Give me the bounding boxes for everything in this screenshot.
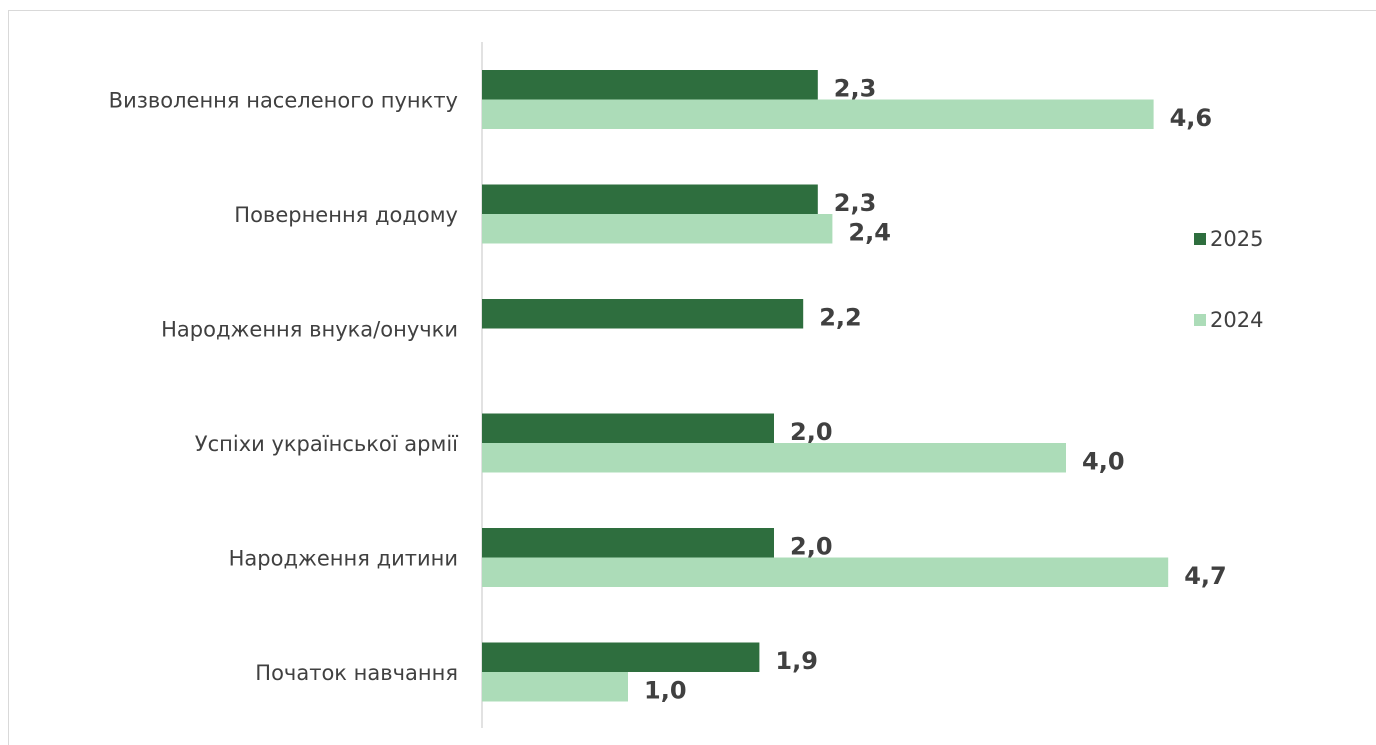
legend-swatch-2024 [1194,314,1206,326]
data-label: 2,3 [834,75,877,103]
legend-label: 2025 [1210,227,1263,251]
category-label: Початок навчання [255,661,458,685]
legend-swatch-2025 [1194,233,1206,245]
legend-label: 2024 [1210,308,1263,332]
data-label: 1,9 [775,647,818,675]
data-label: 2,3 [834,189,877,217]
bar-2024 [482,214,833,244]
data-label: 1,0 [644,677,687,705]
bar-2025 [482,642,760,672]
bar-2024 [482,672,628,702]
data-label: 2,0 [790,533,833,561]
bar-2024 [482,99,1154,129]
data-label: 4,6 [1170,104,1213,132]
bar-2024 [482,443,1066,473]
category-label: Народження дитини [229,547,458,571]
data-label: 2,0 [790,418,833,446]
bar-2025 [482,70,818,100]
category-label: Повернення додому [234,203,458,227]
data-label: 4,7 [1184,562,1227,590]
data-label: 2,2 [819,304,862,332]
bar-2025 [482,299,804,329]
bar-2025 [482,413,774,443]
bar-2025 [482,184,818,214]
category-label: Народження внука/онучки [161,318,458,342]
bar-2024 [482,557,1169,587]
bar-2025 [482,528,774,558]
category-label: Успіхи української армії [195,432,458,456]
chart-frame [8,10,1376,745]
data-label: 2,4 [848,219,891,247]
data-label: 4,0 [1082,448,1125,476]
category-label: Визволення населеного пункту [109,89,458,113]
